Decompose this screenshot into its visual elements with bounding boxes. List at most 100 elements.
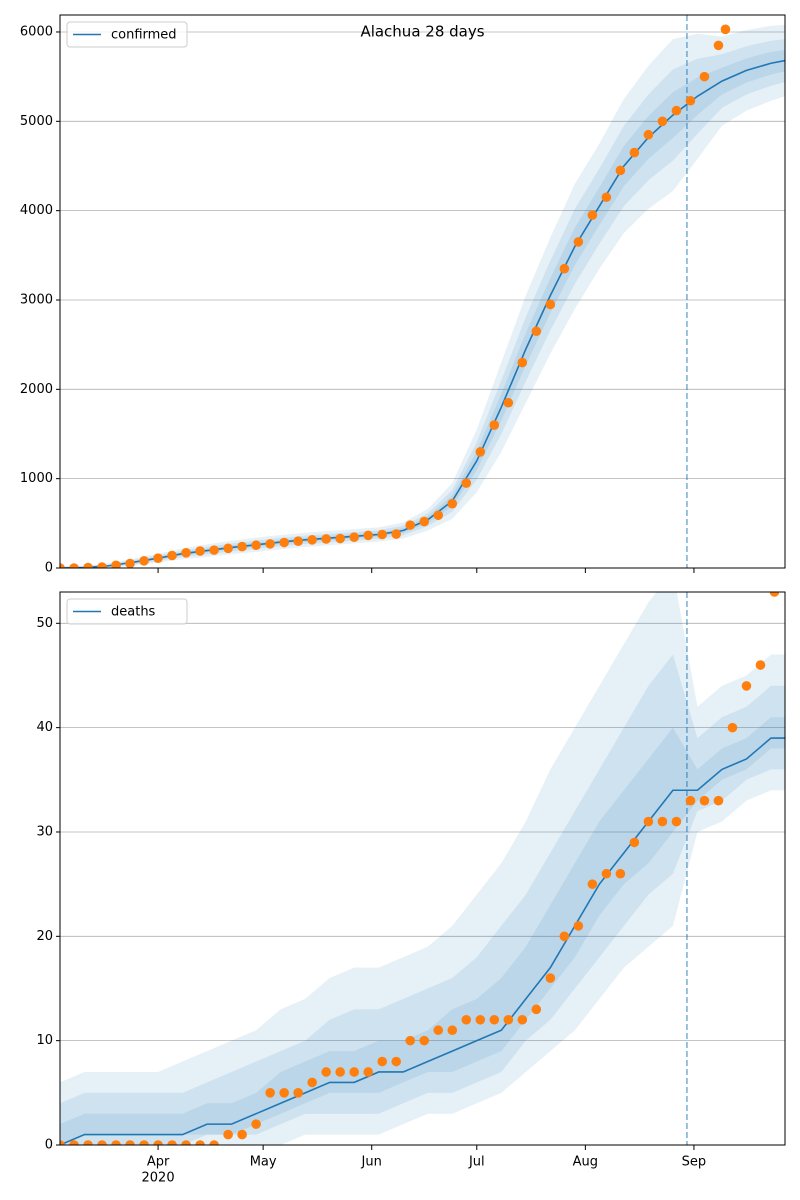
observed-point [251, 540, 261, 551]
observed-point [419, 1035, 430, 1046]
observed-point [447, 1025, 458, 1036]
observed-point [265, 1088, 275, 1098]
x-tick-label: May [250, 1155, 277, 1170]
observed-point [83, 562, 93, 568]
observed-point [377, 1056, 388, 1067]
observed-point [69, 1140, 79, 1145]
observed-point [475, 1014, 486, 1025]
observed-point [349, 1067, 360, 1077]
observed-point [153, 1140, 163, 1145]
observed-point [111, 1140, 121, 1145]
observed-point [671, 105, 682, 116]
observed-point [601, 868, 612, 879]
observed-point [97, 562, 107, 568]
observed-point [545, 299, 556, 310]
observed-point [307, 535, 317, 545]
y-tick-label: 0 [45, 1138, 53, 1153]
observed-point [335, 533, 345, 544]
observed-point [699, 795, 710, 806]
observed-point [531, 326, 542, 337]
observed-point [391, 529, 402, 539]
uncertainty-band [60, 592, 785, 1145]
observed-point [503, 397, 514, 408]
observed-point [713, 40, 724, 51]
legend-label: confirmed [111, 28, 177, 43]
plot-area [60, 15, 785, 568]
observed-point [237, 1129, 247, 1140]
legend-box [66, 598, 188, 625]
observed-point [279, 1088, 289, 1098]
observed-point [531, 1004, 542, 1015]
observed-point [615, 165, 626, 176]
observed-point [60, 563, 65, 568]
observed-point [125, 1140, 135, 1145]
legend-box [66, 21, 188, 48]
observed-point [769, 592, 780, 597]
observed-point [60, 1140, 65, 1145]
observed-point [181, 548, 191, 558]
observed-point [587, 879, 598, 889]
observed-point [69, 563, 79, 568]
observed-point [223, 543, 233, 554]
observed-point [657, 816, 668, 827]
observed-point [377, 529, 388, 540]
observed-point [629, 147, 640, 158]
y-tick-label: 3000 [20, 292, 53, 307]
observed-point [321, 1067, 331, 1077]
y-tick-label: 2000 [20, 382, 53, 397]
axes-frame [59, 14, 786, 569]
observed-point [517, 357, 528, 368]
observed-point [573, 921, 584, 931]
legend-label: deaths [111, 605, 156, 620]
observed-point [153, 553, 163, 563]
observed-point [433, 510, 444, 521]
y-tick-label: 20 [36, 929, 53, 944]
observed-point [433, 1025, 444, 1036]
observed-point [559, 263, 570, 274]
observed-point [83, 1140, 93, 1145]
observed-point [461, 1014, 472, 1025]
observed-point [405, 1035, 416, 1046]
observed-point [209, 545, 219, 555]
y-tick-label: 5000 [20, 114, 53, 129]
x-year-label: 2020 [142, 1171, 175, 1186]
observed-point [405, 520, 416, 530]
y-tick-label: 0 [45, 561, 53, 576]
uncertainty-band [60, 24, 785, 568]
uncertainty-band [60, 717, 785, 1145]
observed-point [447, 498, 458, 509]
observed-point [97, 1140, 107, 1145]
observed-point [251, 1119, 261, 1129]
observed-point [167, 550, 177, 561]
observed-point [489, 420, 500, 430]
observed-point [629, 837, 640, 848]
uncertainty-band [60, 654, 785, 1145]
model-line [60, 737, 785, 1145]
observed-point [559, 931, 570, 942]
y-tick-label: 10 [36, 1033, 53, 1048]
observed-point [139, 1140, 149, 1145]
observed-point [755, 660, 766, 670]
observed-point [363, 530, 374, 541]
y-tick-label: 6000 [20, 24, 53, 39]
observed-point [643, 129, 654, 140]
observed-point [279, 537, 289, 548]
observed-point [181, 1140, 191, 1145]
observed-point [293, 1088, 303, 1098]
observed-point [503, 1014, 514, 1025]
chart-title: Alachua 28 days [360, 23, 484, 41]
y-tick-label: 4000 [20, 203, 53, 218]
observed-point [363, 1067, 374, 1077]
axes-frame [59, 591, 786, 1146]
x-tick-label: Jul [468, 1155, 485, 1170]
observed-point [699, 71, 710, 82]
observed-point [741, 681, 752, 691]
uncertainty-band [60, 39, 785, 568]
observed-point [223, 1129, 233, 1140]
observed-point [685, 795, 696, 806]
observed-point [545, 973, 556, 983]
observed-point [167, 1140, 177, 1145]
observed-point [517, 1014, 528, 1025]
observed-point [335, 1067, 345, 1077]
